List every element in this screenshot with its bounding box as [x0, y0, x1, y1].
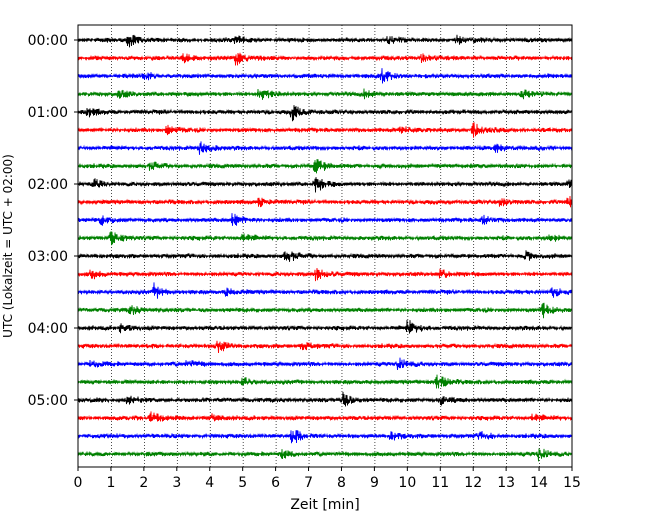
y-tick-label: 05:00 — [28, 393, 68, 409]
trace-0230 — [77, 213, 573, 226]
trace-0215 — [77, 196, 573, 208]
trace-0430 — [77, 357, 573, 370]
y-tick-label: 04:00 — [28, 321, 68, 337]
x-tick-label: 14 — [530, 475, 548, 491]
x-tick-label: 6 — [271, 475, 280, 491]
x-tick-label: 11 — [431, 475, 449, 491]
trace-0000 — [77, 34, 573, 48]
trace-0245 — [77, 231, 573, 246]
x-tick-label: 12 — [464, 475, 482, 491]
trace-0300 — [77, 250, 573, 262]
x-tick-label: 2 — [139, 475, 148, 491]
trace-0100 — [77, 105, 573, 122]
trace-0315 — [77, 267, 573, 282]
trace-0130 — [77, 141, 573, 155]
trace-0445 — [77, 374, 573, 389]
trace-0045 — [77, 88, 573, 100]
y-tick-label: 02:00 — [28, 177, 68, 193]
trace-0330 — [77, 282, 573, 299]
x-tick-label: 8 — [337, 475, 346, 491]
trace-0015 — [77, 52, 573, 66]
x-tick-label: 4 — [205, 475, 214, 491]
x-tick-label: 3 — [172, 475, 181, 491]
x-tick-label: 0 — [74, 475, 83, 491]
y-tick-label: 01:00 — [28, 105, 68, 121]
x-tick-label: 5 — [238, 475, 247, 491]
trace-0530 — [77, 430, 573, 444]
x-tick-label: 13 — [497, 475, 515, 491]
y-tick-label: 03:00 — [28, 249, 68, 265]
trace-0515 — [77, 411, 573, 422]
trace-0030 — [77, 68, 573, 84]
x-tick-label: 1 — [106, 475, 115, 491]
x-tick-label: 7 — [304, 475, 313, 491]
trace-0115 — [77, 122, 573, 138]
y-tick-label: 00:00 — [28, 33, 68, 49]
seismogram-traces — [77, 34, 573, 462]
trace-0200 — [77, 177, 573, 193]
trace-0145 — [77, 159, 573, 174]
x-tick-label: 9 — [370, 475, 379, 491]
plot-frame — [77, 24, 573, 468]
y-axis-ticks: 00:00 01:00 02:00 03:00 04:00 05:00 — [28, 33, 78, 409]
trace-0545 — [77, 448, 573, 462]
x-tick-label: 15 — [563, 475, 581, 491]
y-axis-label: UTC (Lokalzeit = UTC + 02:00) — [1, 154, 15, 338]
trace-0500 — [77, 391, 573, 407]
x-tick-label: 10 — [398, 475, 416, 491]
x-axis-ticks: 0 1 2 3 4 5 6 7 8 9 10 11 12 13 14 15 — [74, 467, 581, 491]
trace-0400 — [77, 319, 573, 334]
x-axis-label: Zeit [min] — [290, 497, 359, 513]
trace-0415 — [77, 340, 573, 353]
trace-0345 — [77, 302, 573, 319]
